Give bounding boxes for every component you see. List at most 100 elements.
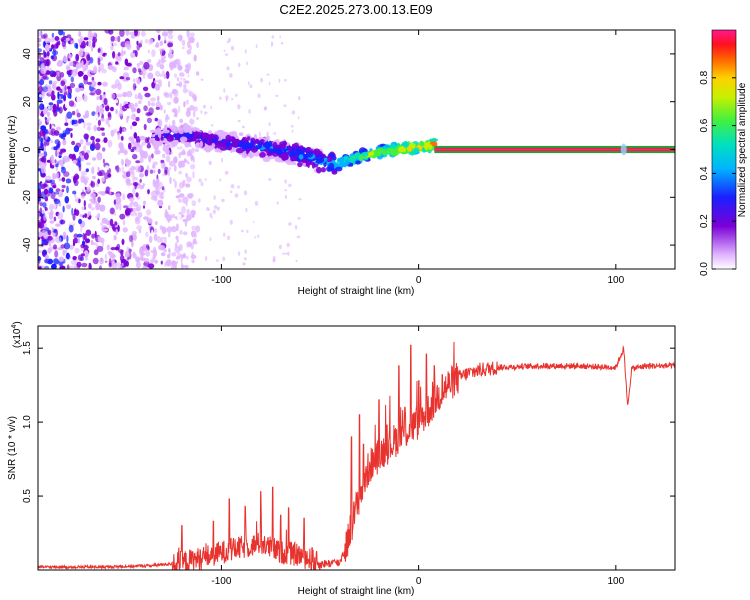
noise-speckle	[92, 157, 97, 161]
sparse-speckle	[194, 97, 197, 102]
noise-speckle	[169, 48, 173, 54]
noise-speckle	[110, 247, 116, 251]
noise-speckle	[70, 132, 73, 138]
sparse-speckle	[163, 188, 166, 193]
noise-speckle	[68, 40, 71, 45]
noise-speckle	[155, 187, 159, 196]
signal-track-blob	[331, 169, 338, 175]
sparse-speckle	[231, 97, 234, 101]
sparse-speckle	[298, 198, 302, 201]
noise-speckle	[49, 203, 54, 211]
noise-speckle	[88, 33, 94, 38]
signal-track-blob	[369, 151, 375, 156]
noise-speckle	[173, 96, 179, 104]
noise-speckle	[136, 79, 141, 85]
signal-track-blob	[225, 134, 232, 142]
sparse-speckle	[230, 184, 235, 189]
sparse-speckle	[286, 242, 290, 248]
carrier-spur	[620, 143, 627, 156]
noise-speckle	[91, 166, 95, 175]
noise-speckle	[102, 147, 106, 152]
sparse-speckle	[229, 73, 233, 78]
noise-speckle	[190, 163, 196, 170]
signal-track-blob	[300, 158, 305, 163]
snr-scale-exponent: 4	[11, 325, 18, 329]
noise-speckle	[121, 262, 124, 266]
noise-speckle	[67, 216, 71, 225]
noise-speckle	[70, 259, 77, 266]
noise-speckle	[86, 162, 91, 166]
carrier-band-center	[434, 149, 675, 151]
noise-speckle	[72, 190, 77, 195]
noise-speckle	[50, 156, 54, 164]
noise-speckle	[104, 253, 108, 260]
signal-track-blob	[195, 142, 201, 148]
noise-speckle	[160, 50, 163, 56]
sparse-speckle	[244, 49, 247, 54]
noise-speckle	[44, 133, 48, 140]
noise-speckle	[166, 214, 173, 222]
noise-speckle	[122, 205, 129, 209]
noise-speckle	[54, 36, 60, 41]
noise-speckle	[92, 139, 95, 148]
noise-speckle	[99, 94, 103, 101]
signal-track-blob	[248, 153, 254, 158]
noise-speckle	[189, 118, 195, 125]
noise-speckle	[68, 100, 75, 107]
signal-track-blob	[204, 146, 212, 153]
noise-speckle	[72, 241, 76, 247]
sparse-speckle	[186, 99, 189, 105]
noise-speckle	[128, 235, 134, 243]
sparse-speckle	[255, 44, 258, 49]
sparse-speckle	[221, 157, 224, 163]
noise-speckle	[164, 36, 167, 43]
signal-track-blob	[208, 130, 213, 135]
noise-speckle	[128, 31, 135, 36]
noise-speckle	[69, 244, 74, 250]
noise-speckle	[93, 125, 97, 132]
noise-speckle	[179, 118, 184, 124]
noise-speckle	[44, 44, 50, 52]
noise-speckle	[138, 228, 142, 234]
noise-speckle	[51, 165, 55, 169]
noise-speckle	[156, 30, 161, 34]
noise-speckle	[44, 196, 49, 202]
noise-speckle	[92, 32, 97, 38]
sparse-speckle	[244, 249, 247, 254]
sparse-speckle	[210, 124, 214, 127]
signal-track-blob	[220, 147, 227, 151]
noise-speckle	[76, 261, 82, 268]
sparse-speckle	[179, 199, 182, 203]
noise-speckle	[55, 188, 61, 192]
sparse-speckle	[187, 74, 190, 78]
noise-speckle	[78, 87, 85, 92]
signal-track-blob	[323, 162, 327, 167]
noise-speckle	[157, 119, 163, 128]
snr-scale-note: (x104)	[11, 321, 23, 348]
noise-speckle	[115, 109, 118, 115]
noise-speckle	[171, 260, 176, 267]
noise-speckle	[105, 186, 110, 194]
sparse-speckle	[297, 216, 301, 220]
noise-speckle	[84, 213, 87, 219]
sparse-speckle	[215, 214, 220, 218]
noise-speckle	[128, 102, 135, 110]
signal-track-blob	[151, 129, 156, 133]
noise-speckle	[176, 238, 179, 243]
spectrogram-panel: -100 0 100 -40 -20 0 20 40 Height of straight l…	[7, 29, 676, 297]
noise-speckle	[62, 31, 65, 37]
noise-speckle	[88, 262, 92, 267]
noise-speckle	[81, 60, 84, 68]
noise-speckle	[115, 61, 119, 65]
noise-speckle	[38, 131, 42, 139]
noise-speckle	[175, 223, 179, 232]
sparse-speckle	[275, 94, 279, 97]
signal-track-blob	[171, 126, 177, 133]
sparse-speckle	[252, 221, 255, 223]
noise-speckle	[159, 63, 165, 70]
noise-speckle	[151, 229, 154, 238]
noise-speckle	[80, 253, 85, 257]
noise-speckle	[125, 178, 131, 185]
sparse-speckle	[197, 198, 201, 203]
noise-speckle	[86, 125, 92, 131]
